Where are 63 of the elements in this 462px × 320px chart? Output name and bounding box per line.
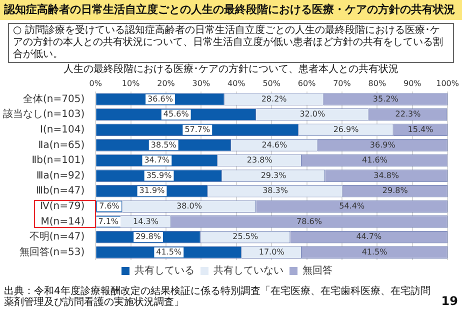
x-tick-label: 70% xyxy=(333,78,352,88)
data-label: 24.6% xyxy=(262,140,288,150)
y-tick-label: Ⅳ(n=79) xyxy=(40,201,85,212)
x-tick-label: 80% xyxy=(368,78,386,88)
data-label: 54.4% xyxy=(339,201,365,210)
data-label: 34.8% xyxy=(374,170,400,180)
x-tick-label: 60% xyxy=(298,78,316,88)
y-tick-label: 無回答(n=53) xyxy=(19,246,85,258)
data-label: 17.0% xyxy=(258,247,285,256)
data-label: 7.6% xyxy=(99,201,120,210)
x-tick-label: 90% xyxy=(403,78,422,88)
y-tick-label: Ⅲa(n=92) xyxy=(36,170,85,182)
y-tick-label: 該当なし(n=103) xyxy=(2,108,85,120)
data-label: 25.5% xyxy=(232,232,258,242)
data-label: 41.5% xyxy=(156,247,182,256)
chart-title: 認知症高齢者の日常生活自立度ごとの人生の最終段階における医療・ケアの方針の共有状況 xyxy=(0,0,462,20)
x-tick-label: 0% xyxy=(89,78,102,88)
data-label: 29.8% xyxy=(136,232,162,242)
data-label: 36.9% xyxy=(370,140,396,150)
data-label: 28.2% xyxy=(261,94,288,104)
data-label: 29.8% xyxy=(382,186,408,196)
legend-label: 共有していない xyxy=(214,264,284,277)
data-label: 31.9% xyxy=(139,186,166,196)
data-label: 29.3% xyxy=(260,170,287,180)
legend-label: 無回答 xyxy=(302,264,332,277)
data-label: 41.5% xyxy=(362,247,388,256)
x-tick-label: 30% xyxy=(192,78,210,88)
y-tick-label: M(n=14) xyxy=(40,216,85,228)
data-label: 22.3% xyxy=(395,110,422,119)
data-label: 38.3% xyxy=(262,186,288,196)
data-label: 44.7% xyxy=(356,232,382,242)
data-label: 26.9% xyxy=(333,124,360,134)
data-label: 34.7% xyxy=(144,156,170,165)
data-label: 15.4% xyxy=(408,124,434,134)
data-label: 7.1% xyxy=(98,216,119,226)
data-label: 41.6% xyxy=(362,156,388,165)
text: 19 xyxy=(441,294,458,308)
source-note: 出典：令和4年度診療報酬改定の結果検証に係る特別調査「在宅医療、在宅歯科医療、在宅訪問薬剤管理及び訪問看護の実施状況調査」 xyxy=(4,286,432,308)
data-label: 23.8% xyxy=(246,156,273,165)
legend-label: 共有している xyxy=(134,264,194,277)
data-label: 35.9% xyxy=(146,170,172,180)
data-label: 32.0% xyxy=(300,110,326,119)
y-tick-label: Ⅱa(n=65) xyxy=(38,140,85,151)
data-label: 45.6% xyxy=(163,110,190,119)
data-label: 38.5% xyxy=(150,140,177,150)
x-tick-label: 20% xyxy=(157,78,176,88)
y-tick-label: Ⅲb(n=47) xyxy=(36,186,85,197)
data-label: 38.0% xyxy=(176,201,202,210)
data-label: 36.6% xyxy=(148,94,174,104)
data-label: 78.6% xyxy=(296,216,322,226)
x-tick-label: 10% xyxy=(122,78,140,88)
x-tick-label: 100% xyxy=(436,78,460,88)
x-tick-label: 50% xyxy=(262,78,281,88)
data-label: 57.7% xyxy=(184,124,210,134)
y-tick-label: Ⅰ(n=104) xyxy=(40,124,85,136)
data-label: 14.3% xyxy=(133,216,159,226)
y-tick-label: 不明(n=47) xyxy=(29,232,85,243)
text: 人生の最終段階における医療･ケアの方針について、患者本人との共有状況 xyxy=(62,64,400,76)
y-tick-label: Ⅱb(n=101) xyxy=(32,155,85,166)
y-tick-label: 全体(n=705) xyxy=(22,92,85,105)
chart-subtitle: ○ 訪問診療を受けている認知症高齢者の日常生活自立度ごとの人生の最終段階における医療･ケアの方針の本人との共有状況について、日常生活自立度が低い患者ほど方針の共有をしている割合が低い。 xyxy=(8,23,454,63)
data-label: 35.2% xyxy=(372,94,399,104)
x-tick-label: 40% xyxy=(228,78,246,88)
